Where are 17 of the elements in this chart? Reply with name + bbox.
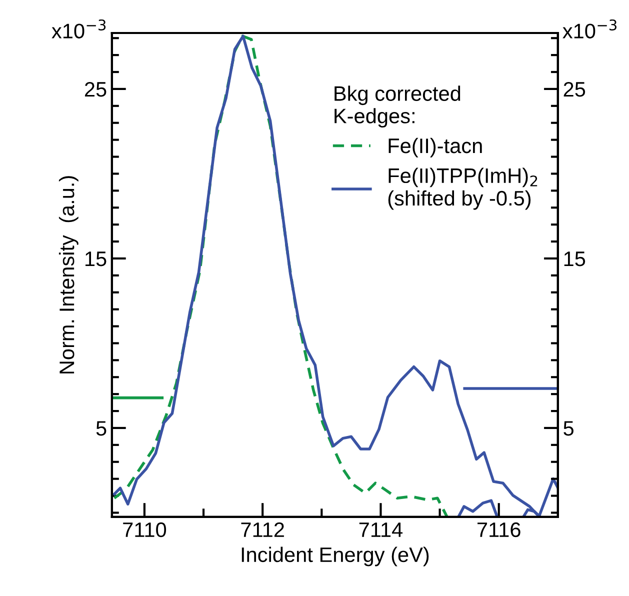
y-tick-label: 15: [86, 252, 106, 266]
text: x10$^{−3}$: [562, 19, 616, 38]
x-tick-label: 7112: [241, 522, 284, 537]
y2-tick-label: 15: [564, 252, 586, 266]
y2-tick-label: 25: [564, 82, 586, 97]
text: x10$^{−3}$: [52, 19, 106, 38]
x-axis-title: Incident Energy (eV): [242, 546, 429, 566]
x-tick-label: 7116: [478, 522, 520, 538]
y-tick-label: 5: [96, 421, 106, 436]
y-axis-title: Norm. Intensity (a.u.): [58, 176, 78, 374]
y-tick-label: 25: [84, 82, 106, 97]
x-tick-label: 7114: [359, 522, 403, 537]
x-tick-label: 7110: [123, 522, 166, 538]
legend-label: Fe(II)-tacn: [388, 138, 482, 158]
y2-tick-label: 5: [564, 421, 574, 436]
legend-title: Bkg corrected K-edges:: [334, 86, 460, 128]
legend-label: Fe(II)TPP(ImH)$_{2}$ (shifted by -0.5): [388, 168, 538, 210]
